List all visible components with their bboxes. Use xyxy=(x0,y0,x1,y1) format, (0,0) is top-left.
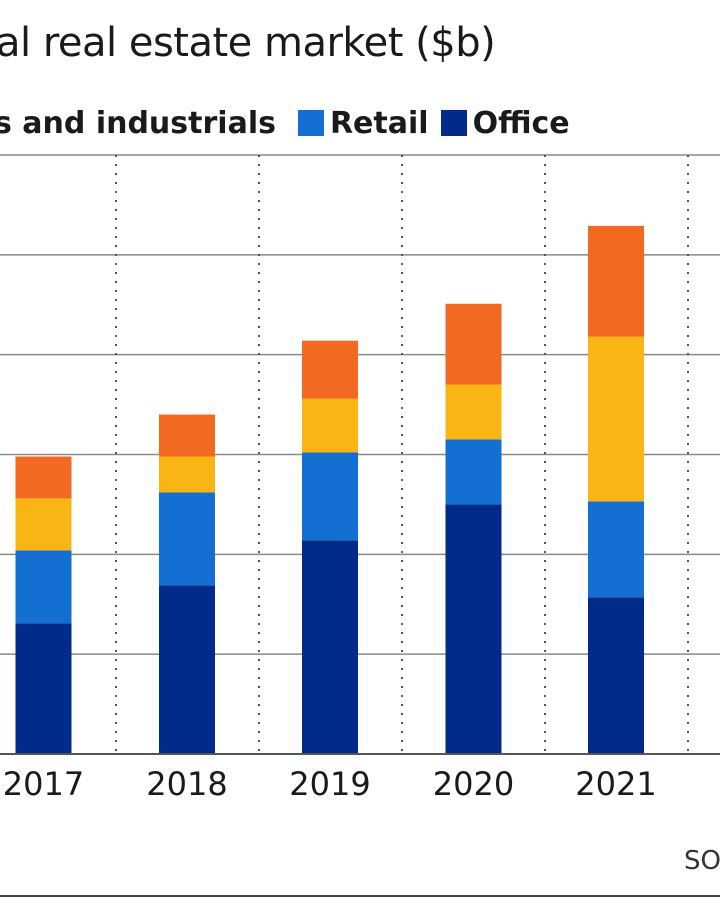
legend-item-industrials: s and industrials xyxy=(0,106,276,141)
bar-segment xyxy=(588,501,644,598)
chart-title: al real estate market ($b) xyxy=(0,20,496,66)
source-label: SO xyxy=(684,846,720,876)
x-tick-label: 2020 xyxy=(433,765,514,803)
bar-segment xyxy=(159,492,215,586)
legend-item-retail: Retail xyxy=(297,105,429,141)
x-tick-label: 2017 xyxy=(3,765,84,803)
bar-segment xyxy=(15,550,72,624)
x-tick-label: 2018 xyxy=(146,765,227,803)
bar-segment xyxy=(15,456,72,499)
bar-segment xyxy=(302,398,358,453)
bar-segment xyxy=(445,384,502,440)
bar-segment xyxy=(159,585,215,754)
legend: s and industrials Retail Office xyxy=(0,103,582,143)
legend-swatch-retail xyxy=(297,110,324,136)
bar-segment xyxy=(302,452,358,541)
bar-segment xyxy=(15,498,72,551)
x-tick-label: 2019 xyxy=(289,765,370,803)
bar-segment xyxy=(588,336,644,502)
legend-label-office: Office xyxy=(472,105,570,141)
legend-label-retail: Retail xyxy=(329,105,429,141)
bar-segment xyxy=(159,456,215,493)
legend-swatch-office xyxy=(440,110,467,136)
x-tick-label: 2021 xyxy=(575,765,656,803)
bar-segment xyxy=(445,439,502,505)
bar-segment xyxy=(445,303,502,385)
legend-label-industrials: s and industrials xyxy=(0,105,276,141)
bar-segment xyxy=(588,597,644,754)
legend-item-office: Office xyxy=(440,105,570,141)
bar-segment xyxy=(15,623,72,754)
bar-segment xyxy=(159,414,215,457)
bar-segment xyxy=(588,225,644,337)
bar-segment xyxy=(302,540,358,754)
bar-segment xyxy=(302,340,358,399)
bar-segment xyxy=(445,504,502,754)
